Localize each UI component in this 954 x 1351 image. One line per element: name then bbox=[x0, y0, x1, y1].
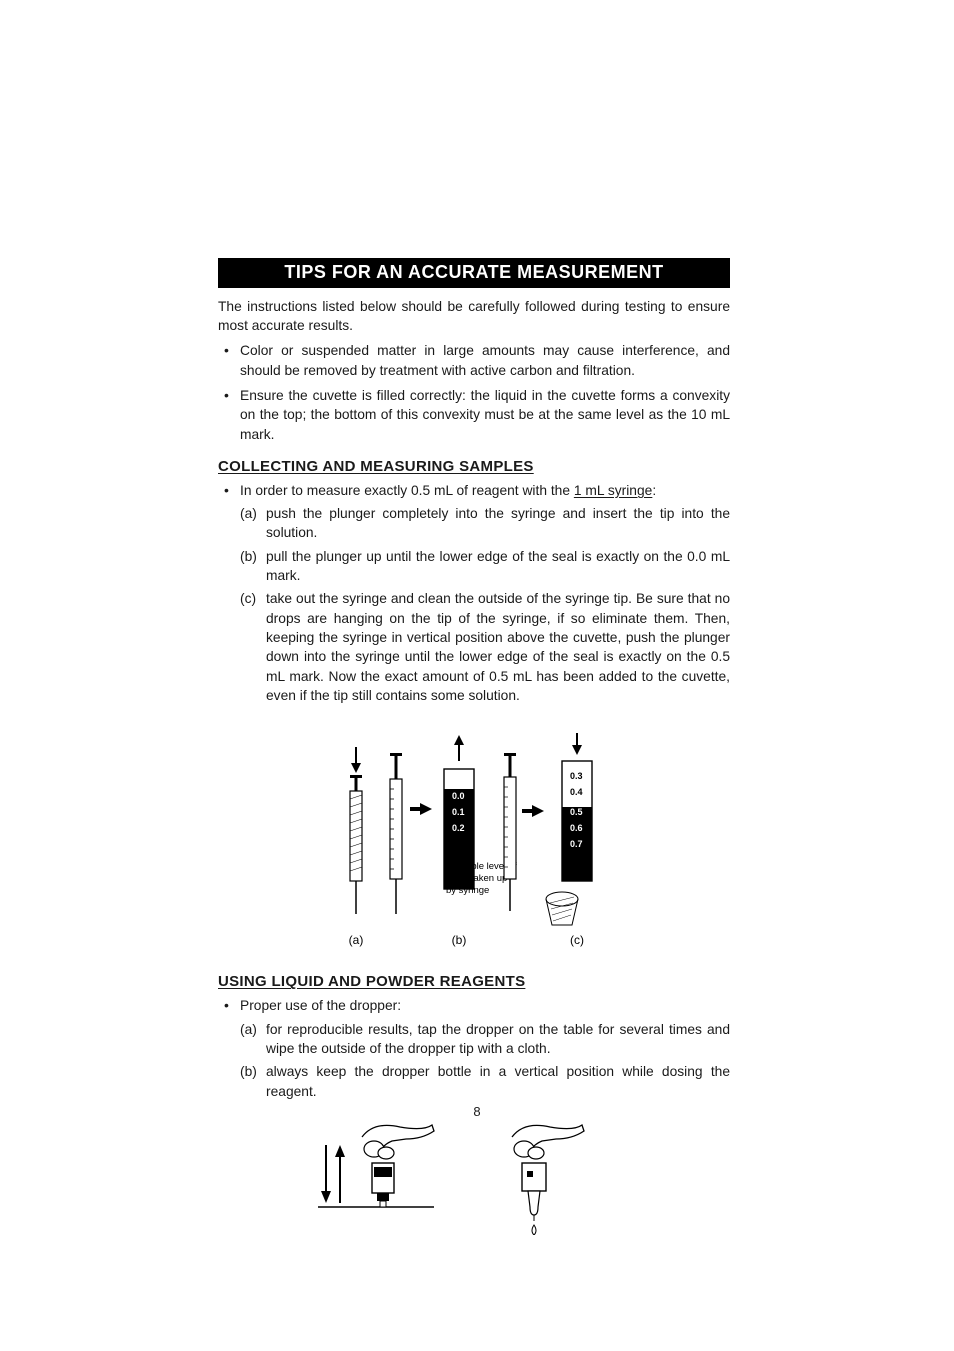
scale-b-1: 0.1 bbox=[452, 807, 465, 817]
scale-b-2: 0.2 bbox=[452, 823, 465, 833]
section2-steps: (a) for reproducible results, tap the dro… bbox=[240, 1020, 730, 1101]
section-heading-reagents: USING LIQUID AND POWDER REAGENTS bbox=[218, 973, 730, 990]
section1-lead: In order to measure exactly 0.5 mL of re… bbox=[218, 481, 730, 705]
section-heading-collecting: COLLECTING AND MEASURING SAMPLES bbox=[218, 458, 730, 475]
syringe-a2-group bbox=[390, 753, 402, 914]
dropper-tap-group bbox=[318, 1125, 434, 1207]
step-text: push the plunger completely into the syr… bbox=[266, 506, 730, 540]
step-text: always keep the dropper bottle in a vert… bbox=[266, 1064, 730, 1098]
arrow-to-b bbox=[410, 803, 432, 815]
intro-bullet-item: Color or suspended matter in large amoun… bbox=[218, 341, 730, 380]
syringe-c-group: 0.3 0.4 0.5 0.6 0.7 (c) bbox=[546, 733, 592, 947]
lead-pre: In order to measure exactly 0.5 mL of re… bbox=[240, 483, 574, 498]
content-area: TIPS FOR AN ACCURATE MEASUREMENT The ins… bbox=[218, 258, 730, 1245]
section1-steps: (a) push the plunger completely into the … bbox=[240, 504, 730, 705]
step-text: for reproducible results, tap the droppe… bbox=[266, 1022, 730, 1056]
note-2: liquid taken up bbox=[446, 873, 507, 884]
section1-list: In order to measure exactly 0.5 mL of re… bbox=[218, 481, 730, 705]
scale-c-4: 0.7 bbox=[570, 839, 583, 849]
step-label: (c) bbox=[240, 589, 256, 608]
step-b: (b) always keep the dropper bottle in a v… bbox=[240, 1062, 730, 1101]
dropper-svg bbox=[314, 1115, 634, 1235]
note-3: by syringe bbox=[446, 885, 489, 896]
lead-underlined: 1 mL syringe bbox=[574, 483, 652, 498]
scale-c-1: 0.4 bbox=[570, 787, 583, 797]
syringe-svg: (a) bbox=[324, 719, 624, 959]
dropper-figure bbox=[218, 1115, 730, 1235]
fig-label-a: (a) bbox=[349, 933, 364, 947]
step-label: (b) bbox=[240, 1062, 257, 1081]
dropper-lead: Proper use of the dropper: bbox=[240, 998, 401, 1013]
fig-label-c: (c) bbox=[570, 933, 584, 947]
scale-c-0: 0.3 bbox=[570, 771, 583, 781]
fig-label-b: (b) bbox=[452, 933, 467, 947]
section2-list: Proper use of the dropper: (a) for reprod… bbox=[218, 996, 730, 1101]
scale-c-2: 0.5 bbox=[570, 807, 583, 817]
step-a: (a) for reproducible results, tap the dro… bbox=[240, 1020, 730, 1059]
step-b: (b) pull the plunger up until the lower e… bbox=[240, 547, 730, 586]
page-title: TIPS FOR AN ACCURATE MEASUREMENT bbox=[218, 258, 730, 288]
step-c: (c) take out the syringe and clean the ou… bbox=[240, 589, 730, 705]
syringe-a-group: (a) bbox=[349, 747, 364, 947]
scale-c-3: 0.6 bbox=[570, 823, 583, 833]
intro-bullets: Color or suspended matter in large amoun… bbox=[218, 341, 730, 444]
arrow-to-c bbox=[522, 805, 544, 817]
lead-post: : bbox=[652, 483, 656, 498]
step-label: (b) bbox=[240, 547, 257, 566]
dropper-dose-group bbox=[512, 1125, 584, 1235]
step-text: take out the syringe and clean the outsi… bbox=[266, 591, 730, 703]
section2-lead: Proper use of the dropper: (a) for reprod… bbox=[218, 996, 730, 1101]
step-label: (a) bbox=[240, 1020, 257, 1039]
scale-b-0: 0.0 bbox=[452, 791, 465, 801]
step-label: (a) bbox=[240, 504, 257, 523]
syringe-figure: (a) bbox=[218, 719, 730, 959]
page-number: 8 bbox=[0, 1104, 954, 1119]
intro-bullet-item: Ensure the cuvette is filled correctly: … bbox=[218, 386, 730, 444]
intro-text: The instructions listed below should be … bbox=[218, 298, 730, 335]
step-a: (a) push the plunger completely into the … bbox=[240, 504, 730, 543]
step-text: pull the plunger up until the lower edge… bbox=[266, 549, 730, 583]
page: TIPS FOR AN ACCURATE MEASUREMENT The ins… bbox=[0, 0, 954, 1351]
syringe-mid-group bbox=[504, 753, 516, 911]
